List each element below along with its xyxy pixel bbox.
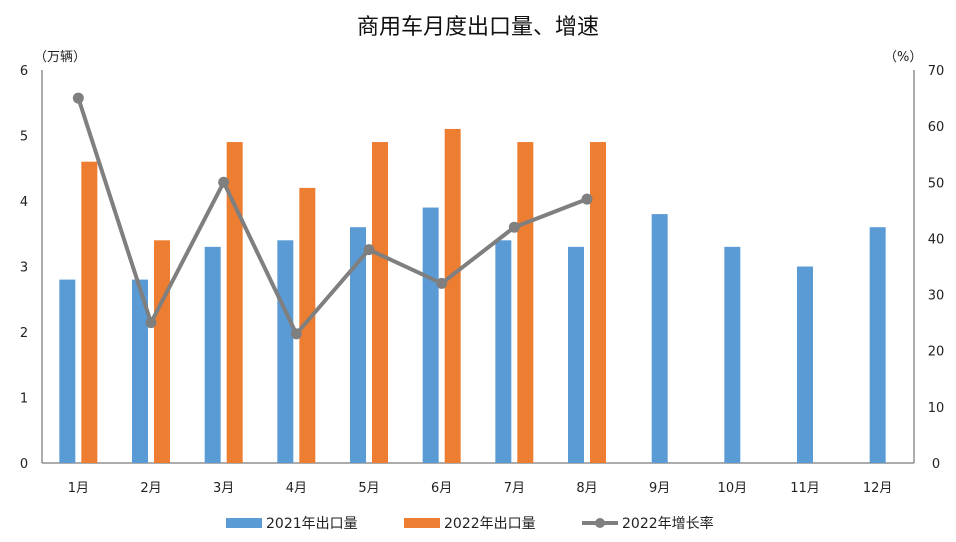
bar-2022: [299, 187, 316, 463]
bar-2021: [350, 227, 366, 463]
bar-2021: [724, 246, 741, 463]
left-tick-label: 4: [20, 195, 28, 210]
growth-rate-point: [145, 317, 157, 329]
x-tick-label: 12月: [863, 481, 893, 496]
legend-swatch: [226, 518, 262, 528]
right-tick-label: 30: [928, 289, 945, 304]
bar-2022: [372, 142, 388, 464]
x-tick-label: 3月: [213, 481, 234, 496]
growth-rate-point: [508, 221, 520, 233]
growth-rate-point: [290, 328, 302, 340]
x-tick-label: 6月: [431, 481, 452, 496]
x-tick-label: 5月: [358, 481, 379, 496]
growth-rate-point: [581, 193, 593, 205]
left-tick-label: 2: [20, 326, 28, 341]
x-tick-label: 10月: [718, 481, 748, 496]
right-tick-label: 60: [928, 120, 945, 135]
right-tick-label: 50: [928, 176, 945, 191]
bar-2021: [568, 246, 584, 463]
x-tick-label: 11月: [790, 481, 820, 496]
left-tick-label: 0: [20, 457, 28, 472]
right-axis-unit: （%）: [884, 50, 922, 65]
bar-2021: [495, 240, 512, 463]
bar-2021: [651, 214, 668, 463]
legend-label: 2021年出口量: [266, 516, 358, 532]
bar-2021: [132, 279, 148, 463]
bar-2022: [517, 142, 534, 464]
x-tick-label: 8月: [576, 481, 597, 496]
legend-label: 2022年出口量: [444, 516, 536, 532]
bar-2021: [59, 279, 76, 463]
bar-2021: [277, 240, 294, 463]
x-tick-label: 7月: [504, 481, 525, 496]
bar-2022: [81, 161, 98, 463]
x-tick-label: 9月: [649, 481, 670, 496]
legend-marker: [595, 518, 605, 528]
left-axis-unit: （万辆）: [34, 50, 86, 65]
legend: 2021年出口量 2022年出口量 2022年增长率: [226, 515, 714, 532]
left-tick-label: 1: [20, 392, 28, 407]
left-tick-label: 3: [20, 261, 28, 276]
growth-rate-point: [436, 277, 448, 289]
bar-2022: [444, 128, 461, 463]
legend-swatch: [404, 518, 440, 528]
right-tick-label: 40: [928, 232, 945, 247]
left-tick-label: 5: [20, 130, 28, 145]
bar-2022: [226, 142, 243, 464]
growth-rate-line: [76, 97, 588, 336]
bar-2022: [590, 142, 606, 464]
bar-2021: [797, 266, 813, 463]
x-tick-label: 4月: [286, 481, 307, 496]
right-tick-label: 10: [928, 401, 945, 416]
growth-rate-point: [218, 176, 230, 188]
bar-2021: [422, 207, 439, 463]
chart-title: 商用车月度出口量、增速: [357, 15, 599, 40]
x-tick-label: 1月: [68, 481, 89, 496]
bar-2022: [154, 240, 170, 463]
x-tick-label: 2月: [140, 481, 161, 496]
growth-rate-point: [72, 92, 84, 104]
bar-2021: [869, 227, 886, 463]
growth-rate-point: [363, 244, 375, 256]
right-tick-label: 0: [932, 457, 940, 472]
right-tick-label: 20: [928, 345, 945, 360]
bar-2021: [204, 246, 221, 463]
left-tick-label: 6: [20, 64, 28, 79]
right-tick-label: 70: [928, 64, 945, 79]
legend-label: 2022年增长率: [622, 515, 714, 532]
